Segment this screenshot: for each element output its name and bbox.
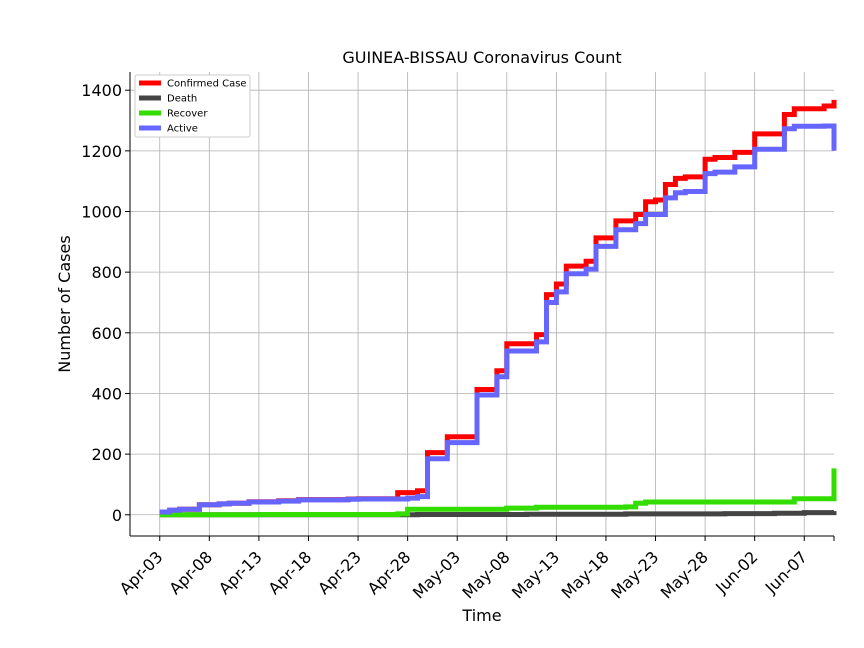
series-line-active [159, 123, 837, 515]
legend-box [134, 74, 251, 138]
y-tick-label: 600 [91, 324, 122, 343]
legend-label: Active [167, 124, 198, 135]
x-axis-title: Time [461, 606, 501, 625]
y-axis-title: Number of Cases [55, 235, 74, 372]
series-line-death [159, 510, 837, 518]
y-tick-label: 1200 [81, 142, 122, 161]
legend-label: Death [167, 94, 197, 105]
series-lines [159, 99, 837, 518]
y-ticks: 0 200 400 600 800 1000 1200 1400 [81, 81, 130, 525]
y-tick-label: 1000 [81, 203, 122, 222]
legend: Confirmed Case Death Recover Active [134, 74, 251, 138]
y-tick-label: 0 [112, 506, 122, 525]
legend-label: Recover [167, 109, 208, 120]
y-tick-label: 400 [91, 384, 122, 403]
legend-label: Confirmed Case [167, 79, 247, 90]
y-tick-label: 200 [91, 445, 122, 464]
series-line-recover [159, 468, 837, 518]
chart-title: GUINEA-BISSAU Coronavirus Count [342, 48, 621, 67]
y-tick-label: 1400 [81, 81, 122, 100]
axes [129, 72, 834, 537]
y-tick-label: 800 [91, 263, 122, 282]
